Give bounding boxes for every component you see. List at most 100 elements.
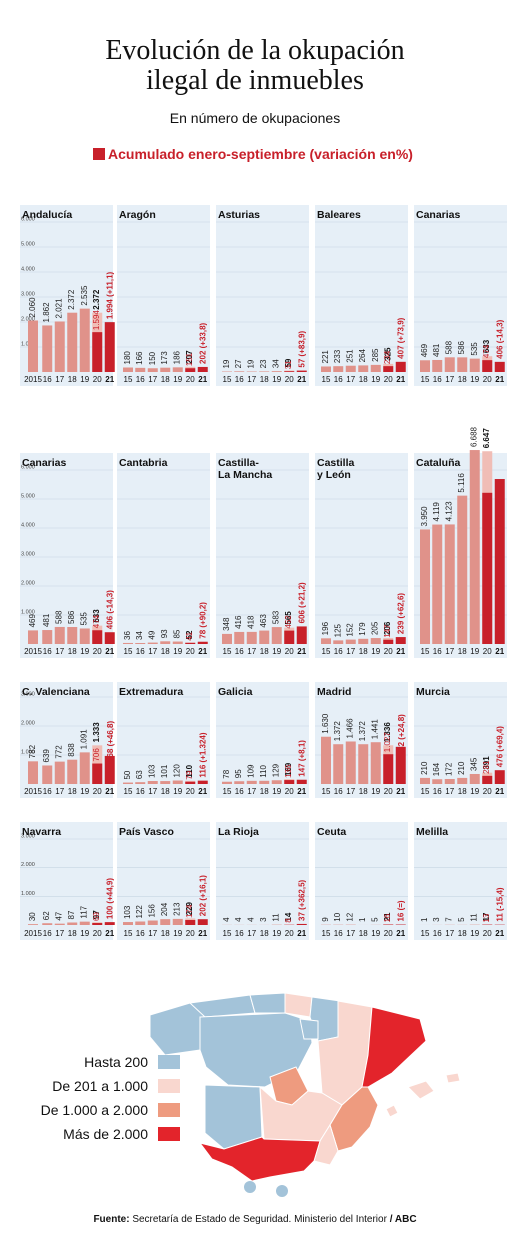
x-tick-label: 20	[483, 929, 492, 938]
data-label: 1.466	[346, 718, 355, 739]
chart-panel	[20, 453, 113, 658]
x-tick-label: 18	[161, 375, 170, 384]
data-label: 11	[470, 913, 479, 922]
x-tick-label: 21	[198, 787, 207, 796]
data-label: 30	[28, 912, 37, 921]
data-bar	[370, 742, 381, 784]
data-label: 4	[247, 917, 256, 922]
data-label: 19	[247, 359, 256, 368]
x-tick-label: 21	[105, 787, 114, 796]
x-tick-label: 20	[384, 787, 393, 796]
data-bar	[42, 765, 53, 784]
data-label: 14	[284, 912, 293, 921]
y-tick-label: 1.000	[21, 610, 35, 616]
x-tick-label: 20	[285, 375, 294, 384]
x-tick-label: 19	[470, 647, 479, 656]
data-bar	[67, 759, 78, 784]
data-label-acc-2021: 147 (+8,1)	[298, 740, 307, 777]
data-label: 5	[457, 917, 466, 922]
data-label: 1.630	[321, 713, 330, 734]
y-tick-label: 1.000	[21, 750, 35, 756]
data-label-acc-2021: 406 (-14,3)	[106, 590, 115, 629]
map-legend-label: Más de 2.000	[63, 1126, 148, 1142]
data-bar-acc-2020	[185, 368, 196, 372]
data-label: 772	[55, 745, 64, 759]
data-bar	[358, 744, 369, 784]
data-label-acc-2020: 41	[185, 631, 194, 640]
x-tick-label: 18	[260, 929, 269, 938]
x-tick-label: 16	[43, 647, 52, 656]
y-tick-label: 2.000	[21, 862, 35, 868]
data-label: 586	[457, 340, 466, 354]
x-tick-label: 19	[470, 787, 479, 796]
x-tick-label: 19	[272, 787, 281, 796]
chart-panel	[216, 822, 309, 940]
data-label-acc-2021: 57 (+83,9)	[298, 331, 307, 368]
data-label: 4	[222, 917, 231, 922]
x-tick-label: 21	[105, 647, 114, 656]
chart-panel	[315, 205, 408, 386]
x-tick-label: 16	[235, 787, 244, 796]
data-label-acc-2020: 474	[482, 344, 491, 358]
x-tick-label: 18	[68, 929, 77, 938]
data-label: 782	[28, 744, 37, 758]
x-tick-label: 19	[272, 929, 281, 938]
x-tick-label: 2015	[24, 375, 42, 384]
x-tick-label: 21	[297, 647, 306, 656]
data-label-acc-2020: 1.594	[92, 310, 101, 331]
map-legend-label: De 1.000 a 2.000	[40, 1102, 148, 1118]
y-tick-label: 4.000	[21, 267, 35, 273]
data-label: 196	[321, 621, 330, 635]
data-bar-acc-2021	[494, 770, 505, 784]
data-bar-acc-2020	[185, 781, 196, 784]
chart-title: Canarias	[416, 209, 461, 221]
data-label: 5	[371, 917, 380, 922]
x-tick-label: 21	[396, 787, 405, 796]
x-tick-label: 19	[173, 647, 182, 656]
data-bar	[54, 761, 65, 784]
data-label: 101	[160, 764, 169, 778]
data-bar	[67, 627, 78, 644]
data-label: 1	[420, 917, 429, 922]
data-bar	[345, 639, 356, 644]
x-tick-label: 20	[483, 787, 492, 796]
data-bar	[370, 638, 381, 644]
x-tick-label: 17	[247, 787, 256, 796]
x-tick-label: 17	[148, 647, 157, 656]
x-tick-label: 15	[421, 787, 430, 796]
data-bar	[271, 780, 282, 784]
data-bar	[42, 923, 53, 925]
x-tick-label: 17	[55, 375, 64, 384]
chart-panel	[315, 453, 408, 658]
data-bar-acc-2021	[296, 779, 307, 784]
data-label: 78	[222, 769, 231, 778]
x-tick-label: 19	[371, 787, 380, 796]
data-label-acc-2020: 151	[185, 352, 194, 366]
x-tick-label: 18	[458, 787, 467, 796]
x-tick-label: 17	[148, 929, 157, 938]
x-tick-label: 16	[334, 375, 343, 384]
data-label: 120	[173, 764, 182, 778]
data-label-acc-2021: 116 (+1.324)	[199, 732, 208, 777]
data-bar	[234, 631, 245, 644]
x-tick-label: 15	[124, 375, 133, 384]
x-tick-label: 21	[495, 787, 504, 796]
x-tick-label: 21	[198, 375, 207, 384]
data-label-acc-2020: 69	[92, 912, 101, 921]
accumulated-legend-swatch	[93, 148, 105, 160]
data-label: 10	[333, 912, 342, 921]
data-label-acc-2021: 606 (+21,2)	[298, 582, 307, 623]
data-label: 6.688	[470, 426, 479, 447]
data-bar	[67, 312, 78, 372]
data-bar	[259, 630, 270, 644]
data-label: 206	[383, 621, 392, 635]
data-label-acc-2020: 13	[482, 913, 491, 922]
data-label: 1.862	[42, 302, 51, 323]
data-label-acc-2021: 1.994 (+11,1)	[106, 271, 115, 319]
x-tick-label: 21	[198, 929, 207, 938]
data-bar	[246, 780, 257, 784]
data-bar	[358, 365, 369, 372]
data-label: 110	[259, 765, 268, 778]
map-legend: Hasta 200 De 201 a 1.000 De 1.000 a 2.00…	[20, 1052, 180, 1148]
data-label: 21	[383, 912, 392, 921]
